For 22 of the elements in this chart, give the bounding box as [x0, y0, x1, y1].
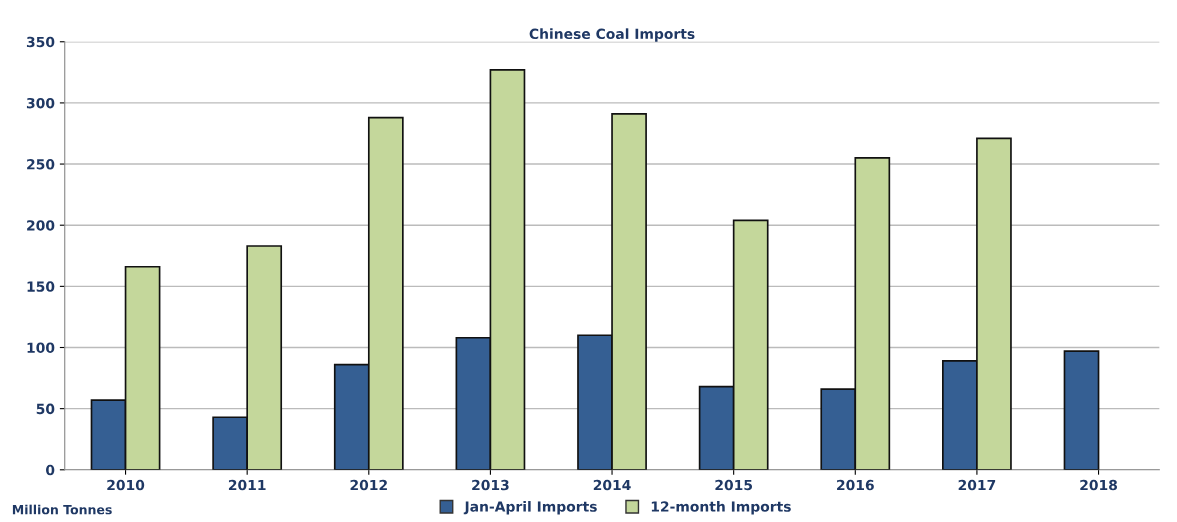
x-tick-label: 2011 [228, 479, 266, 491]
chart-title: Chinese Coal Imports [529, 28, 695, 42]
y-tick-label: 0 [46, 464, 55, 476]
y-tick-label: 200 [27, 220, 55, 231]
bar [1063, 350, 1100, 470]
y-tick-label: 100 [27, 342, 55, 353]
text: Million Tonnes [12, 504, 112, 515]
x-tick-label: 2013 [472, 479, 509, 491]
x-tick-label: 2014 [593, 479, 631, 491]
x-tick-label: 2017 [958, 479, 996, 491]
y-tick-label: 300 [26, 97, 55, 109]
x-tick-label: 2015 [715, 479, 753, 491]
y-tick-label: 150 [27, 281, 55, 292]
x-tick-label: 2010 [107, 479, 145, 491]
legend-label: Jan-April Imports [463, 501, 597, 515]
x-tick-label: 2018 [1080, 479, 1117, 491]
x-tick-label: 2016 [837, 479, 874, 491]
legend-label: 12-month Imports [651, 501, 791, 515]
y-tick-label: 250 [27, 159, 55, 170]
y-tick-label: 350 [26, 36, 55, 48]
y-tick-label: 50 [36, 403, 55, 415]
x-tick-label: 2012 [350, 479, 387, 491]
